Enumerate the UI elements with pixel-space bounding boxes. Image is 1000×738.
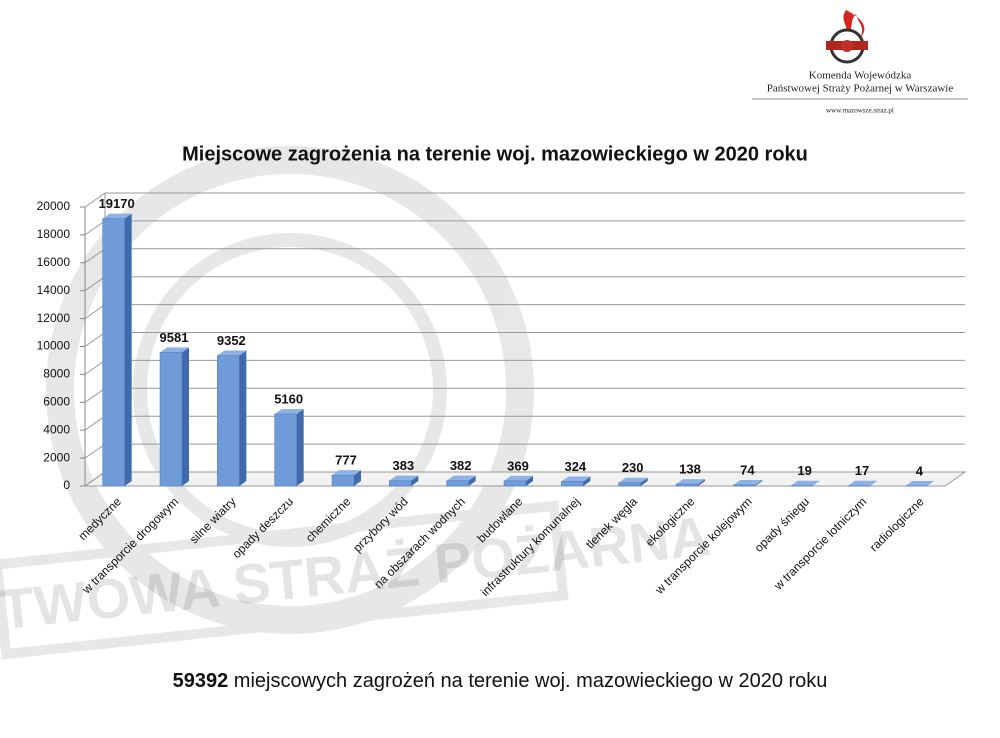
bar-side — [468, 475, 476, 486]
bar-side — [755, 479, 763, 486]
value-label: 324 — [564, 459, 586, 474]
bar-side — [354, 470, 361, 486]
bar-top — [790, 480, 820, 486]
emblem-ring — [133, 233, 447, 547]
bar — [331, 474, 355, 487]
emblem-ring — [46, 146, 534, 634]
value-label: 5160 — [274, 391, 303, 406]
value-label: 9581 — [160, 330, 189, 345]
y-tick-label: 6000 — [43, 394, 70, 408]
bar-side — [927, 480, 935, 486]
y-tick-label: 12000 — [37, 311, 71, 325]
bar-top — [618, 477, 648, 483]
bar-top — [332, 470, 361, 476]
value-label: 777 — [335, 453, 357, 468]
bar — [561, 481, 584, 487]
bar-top — [102, 213, 132, 219]
bar-side — [296, 409, 304, 486]
bar-top — [676, 479, 705, 485]
bar — [159, 352, 183, 487]
bar — [675, 483, 699, 487]
website: www.mazowsze.straz.pl — [826, 107, 894, 115]
bar-top — [561, 476, 591, 482]
y-tick-label: 16000 — [37, 255, 71, 269]
bar-top — [733, 479, 763, 485]
grid-line-side — [84, 359, 106, 375]
grid-line-side — [84, 220, 106, 236]
bar-top — [389, 475, 419, 481]
bar-side — [526, 475, 533, 486]
bar-top — [274, 409, 304, 415]
value-label: 9352 — [217, 333, 246, 348]
bar-side — [124, 213, 132, 487]
bar-side — [411, 475, 419, 486]
value-label: 138 — [679, 462, 701, 477]
bar-side — [812, 480, 820, 486]
bar-top — [446, 475, 476, 481]
bar-top — [848, 480, 877, 486]
y-tick-label: 10000 — [37, 339, 71, 353]
org-line2: Państwowej Straży Pożarnej w Warszawie — [767, 83, 954, 95]
bar — [389, 480, 412, 487]
bar-top — [160, 347, 189, 353]
value-label: 4 — [916, 463, 924, 478]
bar — [733, 484, 756, 487]
bar-top — [504, 475, 533, 481]
grid-line-side — [84, 304, 106, 320]
value-label: 369 — [507, 458, 529, 473]
bar-side — [239, 350, 247, 486]
grid-line-side — [84, 192, 106, 208]
grid-line-side — [84, 332, 106, 347]
grid-line-side — [84, 248, 106, 264]
y-tick-label: 8000 — [43, 367, 70, 381]
grid-line-side — [84, 471, 106, 487]
bar-side — [698, 479, 705, 486]
y-tick-label: 20000 — [37, 199, 71, 213]
grid-line-side — [84, 415, 106, 431]
grid-line-side — [84, 443, 106, 459]
footer-text: miejscowych zagrożeń na terenie woj. maz… — [234, 670, 828, 692]
y-tick-label: 14000 — [37, 283, 71, 297]
y-tick-label: 2000 — [43, 450, 70, 464]
value-label: 19 — [797, 463, 811, 478]
bar — [446, 480, 469, 487]
value-label: 17 — [855, 463, 869, 478]
bar-side — [640, 477, 648, 486]
bar — [503, 480, 527, 487]
bar-side — [583, 476, 591, 486]
bar — [102, 218, 125, 487]
bar-side — [870, 480, 877, 486]
grid-line-side — [84, 387, 106, 403]
bar-top — [905, 480, 935, 486]
bar-top — [217, 350, 247, 356]
value-label: 382 — [450, 458, 472, 473]
grid-line-side — [84, 276, 106, 292]
footer-total: 59392 — [173, 670, 229, 692]
watermark-emblem — [0, 146, 569, 660]
value-label: 74 — [740, 462, 755, 477]
bar-side — [182, 347, 189, 486]
org-line1: Komenda Wojewódzka — [809, 70, 912, 82]
bar — [274, 413, 297, 487]
value-label: 383 — [392, 458, 414, 473]
value-label: 230 — [622, 460, 644, 475]
bar — [217, 355, 240, 487]
bar — [618, 482, 641, 487]
footer-caption: 59392 miejscowych zagrożeń na terenie wo… — [173, 670, 828, 692]
emblem-band — [0, 500, 569, 660]
chart-title: Miejscowe zagrożenia na terenie woj. maz… — [182, 143, 808, 165]
y-tick-label: 18000 — [37, 227, 71, 241]
y-tick-label: 0 — [63, 478, 70, 492]
y-tick-label: 4000 — [43, 422, 70, 436]
value-label: 19170 — [99, 196, 135, 211]
logo — [826, 10, 868, 64]
logo-center — [841, 40, 853, 52]
